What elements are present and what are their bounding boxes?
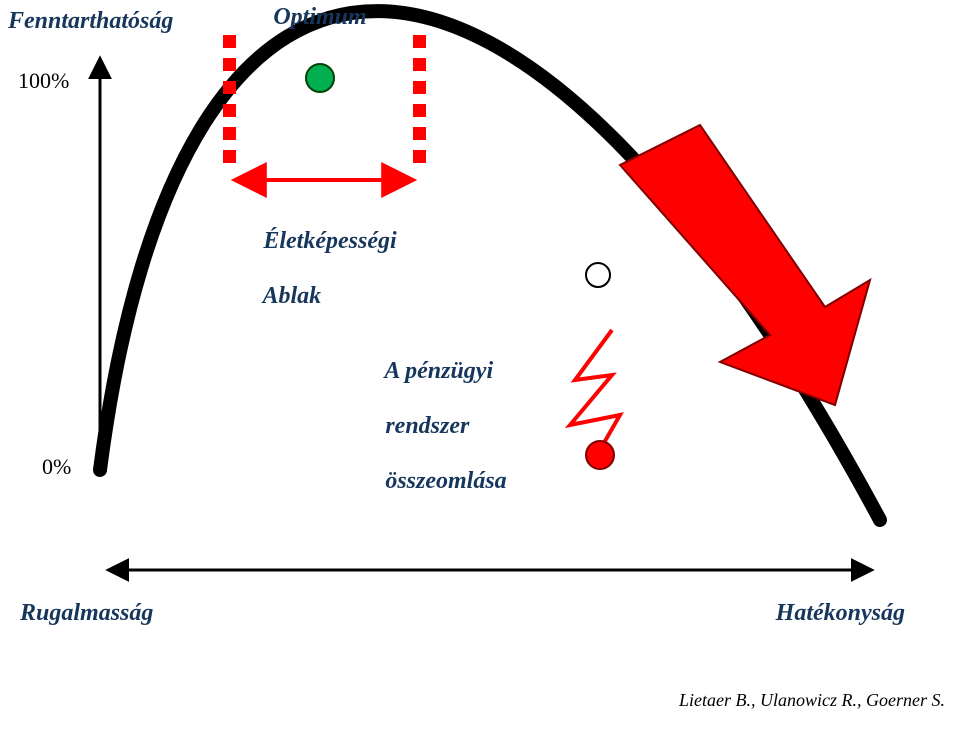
collapse-dot: [586, 441, 614, 469]
viability-window-label: Életképességi Ablak: [251, 200, 396, 310]
collapse-line1: A pénzügyi: [384, 358, 493, 384]
y-axis-100-label: 100%: [18, 68, 69, 94]
collapse-line3: összeomlása: [385, 468, 506, 494]
citation-line1: Lietaer B., Ulanowicz R., Goerner S.: [679, 690, 945, 710]
optimum-dot: [306, 64, 334, 92]
viability-line2: Ablak: [262, 283, 321, 309]
viability-line1: Életképességi: [263, 228, 396, 254]
sustainability-title: Fenntarthatóság: [8, 8, 173, 35]
optimum-label: Optimum: [273, 4, 366, 31]
collapse-bolt-icon: [570, 330, 620, 455]
collapse-label: A pénzügyi rendszer összeomlása: [373, 330, 506, 496]
collapse-line2: rendszer: [385, 413, 469, 439]
resilience-axis-label: Rugalmasság: [20, 600, 153, 627]
citation: Lietaer B., Ulanowicz R., Goerner S. Whi…: [380, 666, 945, 733]
collapse-big-arrow: [620, 125, 870, 405]
viability-dash-right: [413, 35, 426, 163]
efficiency-axis-label: Hatékonyság: [776, 600, 905, 627]
y-axis-0-label: 0%: [42, 454, 71, 480]
current-position-dot: [586, 263, 610, 287]
